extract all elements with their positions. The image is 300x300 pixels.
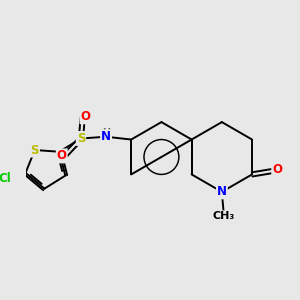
Text: CH₃: CH₃ xyxy=(212,211,235,221)
Text: O: O xyxy=(272,164,282,176)
Text: S: S xyxy=(31,143,39,157)
Text: O: O xyxy=(57,149,67,162)
Text: N: N xyxy=(101,130,111,143)
Text: S: S xyxy=(77,132,85,145)
Text: Cl: Cl xyxy=(0,172,11,184)
Text: N: N xyxy=(217,185,227,198)
Text: O: O xyxy=(80,110,91,123)
Text: H: H xyxy=(102,128,110,138)
